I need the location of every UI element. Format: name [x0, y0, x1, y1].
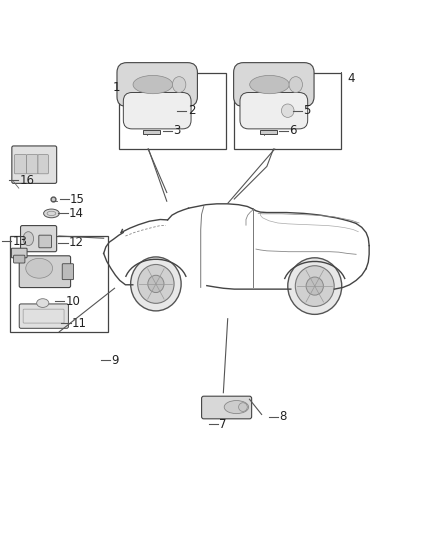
- Ellipse shape: [306, 277, 323, 295]
- FancyBboxPatch shape: [27, 155, 38, 174]
- Text: 10: 10: [66, 295, 81, 308]
- FancyBboxPatch shape: [19, 304, 68, 328]
- Bar: [119, 73, 226, 149]
- Ellipse shape: [133, 76, 173, 94]
- Text: 14: 14: [69, 207, 84, 220]
- FancyBboxPatch shape: [240, 93, 308, 129]
- FancyBboxPatch shape: [124, 93, 191, 129]
- Text: 1: 1: [113, 80, 120, 94]
- Text: 15: 15: [70, 192, 85, 206]
- Ellipse shape: [289, 77, 303, 93]
- Text: 11: 11: [72, 317, 87, 329]
- Text: 8: 8: [279, 410, 286, 423]
- FancyBboxPatch shape: [19, 256, 71, 288]
- Bar: [10, 236, 108, 332]
- Bar: [234, 73, 341, 149]
- Text: 13: 13: [12, 235, 27, 248]
- Text: 4: 4: [348, 71, 355, 85]
- FancyBboxPatch shape: [12, 146, 57, 183]
- Ellipse shape: [224, 400, 249, 414]
- Ellipse shape: [138, 264, 174, 303]
- Text: 12: 12: [69, 236, 84, 249]
- FancyBboxPatch shape: [14, 255, 25, 263]
- Text: 9: 9: [111, 353, 119, 367]
- FancyBboxPatch shape: [38, 155, 48, 174]
- FancyBboxPatch shape: [233, 63, 314, 107]
- FancyBboxPatch shape: [117, 63, 198, 107]
- Ellipse shape: [239, 403, 247, 411]
- Ellipse shape: [148, 275, 164, 293]
- Ellipse shape: [23, 232, 34, 246]
- Ellipse shape: [131, 257, 181, 311]
- Text: 16: 16: [20, 174, 35, 187]
- Ellipse shape: [250, 76, 289, 94]
- Text: 7: 7: [219, 417, 226, 431]
- Ellipse shape: [173, 77, 186, 93]
- Text: 3: 3: [173, 124, 181, 137]
- Bar: [260, 130, 277, 134]
- FancyBboxPatch shape: [62, 264, 74, 280]
- Ellipse shape: [26, 259, 53, 278]
- FancyBboxPatch shape: [14, 155, 27, 174]
- Ellipse shape: [44, 209, 59, 218]
- Ellipse shape: [295, 266, 334, 306]
- Ellipse shape: [281, 104, 294, 117]
- FancyBboxPatch shape: [39, 235, 51, 248]
- FancyBboxPatch shape: [21, 225, 57, 252]
- FancyBboxPatch shape: [11, 248, 27, 258]
- Ellipse shape: [37, 298, 49, 308]
- Text: 5: 5: [304, 104, 311, 117]
- Bar: [143, 130, 160, 134]
- Ellipse shape: [288, 258, 342, 314]
- Text: 6: 6: [290, 124, 297, 137]
- Text: 2: 2: [187, 104, 195, 117]
- FancyBboxPatch shape: [201, 396, 252, 419]
